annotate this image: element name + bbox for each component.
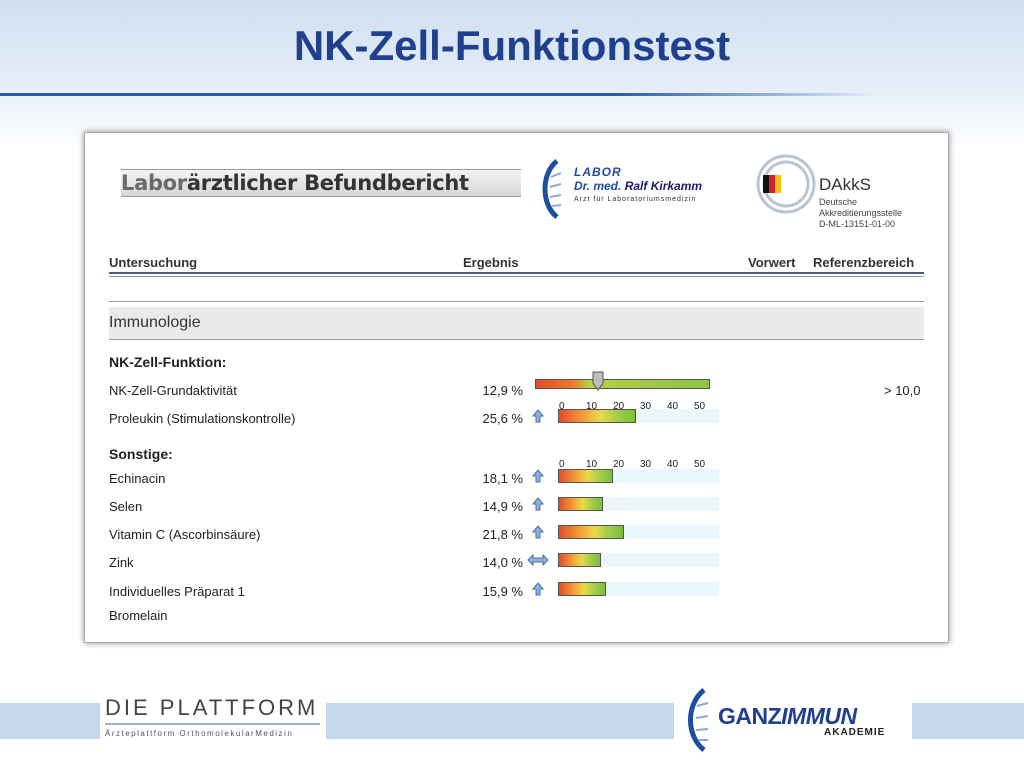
labor-line2: Dr. med. Ralf Kirkamm [574, 179, 702, 193]
arrow-up-icon [531, 525, 546, 541]
row-value: 18,1 % [482, 471, 523, 486]
labor-logo: LABOR Dr. med. Ralf Kirkamm Arzt für Lab… [537, 159, 747, 219]
labor-line3: Arzt für Laboratoriumsmedizin [574, 196, 697, 203]
plattform-title: DIE PLATTFORM [105, 695, 319, 720]
labor-line1: LABOR [574, 165, 622, 179]
ganzimmun-b: IMMUN [781, 703, 857, 729]
arrow-up-icon [531, 409, 546, 425]
section-bar: Immunologie [109, 307, 924, 340]
plattform-logo: DIE PLATTFORM Ärzteplattform Orthomoleku… [100, 693, 326, 743]
report-heading: Laborärztlicher Befundbericht [121, 169, 521, 197]
labor-title: Dr. med. [574, 179, 625, 193]
row-label: Echinacin [109, 471, 166, 486]
row-label: NK-Zell-Grundaktivität [109, 383, 237, 398]
scale-tick: 50 [694, 459, 706, 470]
header-rule-thin [109, 276, 924, 277]
dakks-line3: D-ML-13151-01-00 [819, 219, 896, 229]
row-label: Individuelles Präparat 1 [109, 584, 245, 599]
scale-tick: 40 [667, 401, 679, 412]
row-reference: > 10,0 [884, 383, 921, 398]
ganzimmun-logo: GANZIMMUN AKADEMIE [674, 685, 912, 755]
ganzimmun-wordmark: GANZIMMUN [718, 703, 857, 730]
labor-name: Ralf Kirkamm [624, 179, 703, 193]
row-value: 12,9 % [482, 383, 523, 398]
result-bar [535, 379, 710, 389]
dakks-line2: Akkreditierungsstelle [819, 208, 903, 218]
arrow-up-icon [531, 497, 546, 513]
row-label: Proleukin (Stimulationskontrolle) [109, 411, 296, 426]
report-heading-rest: ärztlicher Befundbericht [186, 171, 469, 195]
result-bar [558, 553, 601, 567]
column-header-previous: Vorwert [748, 255, 796, 270]
dakks-logo: DAkkS Deutsche Akkreditierungsstelle D-M… [755, 153, 935, 231]
lab-report: Laborärztlicher Befundbericht LABOR Dr. … [84, 132, 949, 643]
dna-icon [688, 688, 709, 752]
ganzimmun-a: GANZ [718, 703, 782, 729]
dakks-line1: Deutsche [819, 197, 858, 207]
row-value: 21,8 % [482, 527, 523, 542]
title-rule [0, 93, 880, 96]
row-label-bromelain: Bromelain [109, 608, 168, 623]
scale-tick: 20 [613, 401, 625, 412]
arrow-up-icon [531, 582, 546, 598]
dakks-name: DAkkS [819, 175, 871, 194]
scale-tick: 20 [613, 459, 625, 470]
column-header-result: Ergebnis [463, 255, 519, 270]
result-bar [558, 497, 603, 511]
section-rule [109, 301, 924, 302]
group-title-nk: NK-Zell-Funktion: [109, 354, 227, 370]
slide-title: NK-Zell-Funktionstest [293, 22, 731, 69]
dna-icon [542, 159, 562, 219]
dakks-seal-icon [756, 154, 816, 214]
result-bar [558, 409, 636, 423]
result-bar [558, 469, 613, 483]
row-value: 15,9 % [482, 584, 523, 599]
result-marker [592, 371, 604, 391]
scale-tick: 0 [559, 459, 565, 470]
arrow-up-icon [531, 469, 546, 485]
row-label: Zink [109, 555, 134, 570]
column-header-test: Untersuchung [109, 255, 198, 270]
column-header-reference: Referenzbereich [813, 255, 915, 270]
result-bar [558, 525, 624, 539]
row-value: 14,0 % [482, 555, 523, 570]
plattform-rule [105, 723, 320, 725]
header-rule [109, 272, 924, 274]
row-label: Vitamin C (Ascorbinsäure) [109, 527, 261, 542]
result-bar [558, 582, 606, 596]
scale-tick: 10 [586, 401, 598, 412]
dakks-details: Deutsche Akkreditierungsstelle D-ML-1315… [819, 197, 902, 230]
scale-tick: 10 [586, 459, 598, 470]
ganzimmun-subtitle: AKADEMIE [824, 727, 886, 738]
row-value: 25,6 % [482, 411, 523, 426]
scale-tick: 30 [640, 459, 652, 470]
scale-tick: 30 [640, 401, 652, 412]
row-label: Selen [109, 499, 143, 514]
scale-tick: 40 [667, 459, 679, 470]
group-title-other: Sonstige: [109, 446, 173, 462]
double-arrow-icon [527, 553, 549, 569]
section-title: Immunologie [109, 314, 201, 331]
plattform-subtitle: Ärzteplattform OrthomolekularMedizin [105, 729, 294, 738]
row-value: 14,9 % [482, 499, 523, 514]
report-heading-prefix: Labor [121, 171, 187, 195]
scale-tick: 50 [694, 401, 706, 412]
scale-tick: 0 [559, 401, 565, 412]
